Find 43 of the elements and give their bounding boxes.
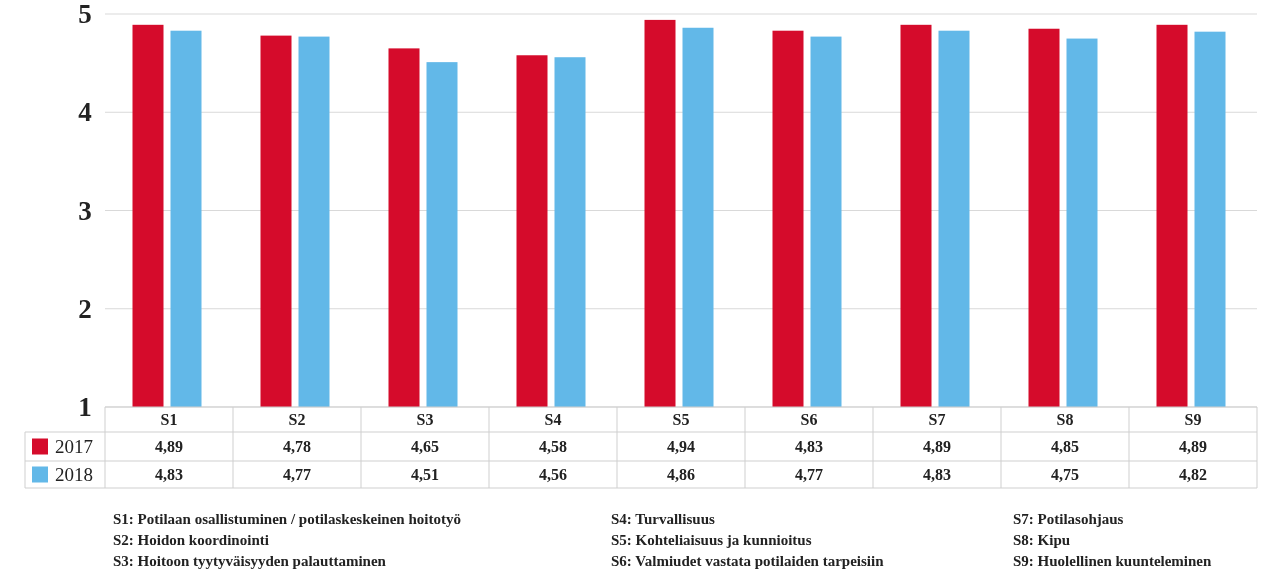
data-label: 4,56 — [539, 466, 567, 483]
data-label: 4,58 — [539, 438, 567, 455]
y-tick-label: 2 — [78, 293, 92, 324]
data-label: 4,89 — [155, 438, 183, 455]
x-tick-label: S5 — [672, 411, 690, 428]
text: S7: Potilasohjaus — [1013, 511, 1124, 527]
data-label: 4,89 — [1179, 438, 1207, 455]
data-label: 4,82 — [1179, 466, 1207, 483]
data-label: 4,94 — [667, 438, 695, 455]
data-label: 4,83 — [795, 438, 823, 455]
data-label: 4,75 — [1051, 466, 1079, 483]
x-tick-label: S2 — [288, 411, 306, 428]
text: S4: Turvallisuus — [611, 511, 715, 527]
x-tick-label: S4 — [544, 411, 562, 428]
text: S5: Kohteliaisuus ja kunnioitus — [611, 532, 812, 548]
data-label: 4,65 — [411, 438, 439, 455]
y-tick-label: 5 — [78, 0, 92, 29]
x-tick-label: S1 — [160, 411, 178, 428]
y-tick-label: 1 — [78, 392, 92, 422]
data-label: 4,89 — [923, 438, 951, 455]
x-tick-label: S7 — [928, 411, 946, 428]
data-label: 4,51 — [411, 466, 439, 483]
data-label: 4,77 — [795, 466, 823, 483]
text: S3: Hoitoon tyytyväisyyden palauttaminen — [113, 553, 387, 569]
legend-label: 2018 — [55, 464, 93, 485]
x-tick-label: S6 — [800, 411, 818, 428]
text: S6: Valmiudet vastata potilaiden tarpeisiin — [611, 553, 885, 569]
y-tick-label: 3 — [78, 195, 92, 226]
x-tick-label: S8 — [1056, 411, 1074, 428]
x-tick-label: S3 — [416, 411, 434, 428]
data-label: 4,83 — [155, 466, 183, 483]
text: S9: Huolellinen kuunteleminen — [1013, 553, 1213, 569]
data-label: 4,86 — [667, 466, 695, 483]
text: S1: Potilaan osallistuminen / potilaskeskeinen hoitotyö — [113, 511, 461, 527]
x-tick-label: S9 — [1184, 411, 1202, 428]
text: S8: Kipu — [1013, 532, 1071, 548]
data-label: 4,78 — [283, 438, 311, 455]
legend-label: 2017 — [55, 436, 93, 457]
y-tick-label: 4 — [78, 97, 92, 128]
data-label: 4,85 — [1051, 438, 1079, 455]
text: S2: Hoidon koordinointi — [113, 532, 269, 548]
data-label: 4,83 — [923, 466, 951, 483]
data-label: 4,77 — [283, 466, 311, 483]
